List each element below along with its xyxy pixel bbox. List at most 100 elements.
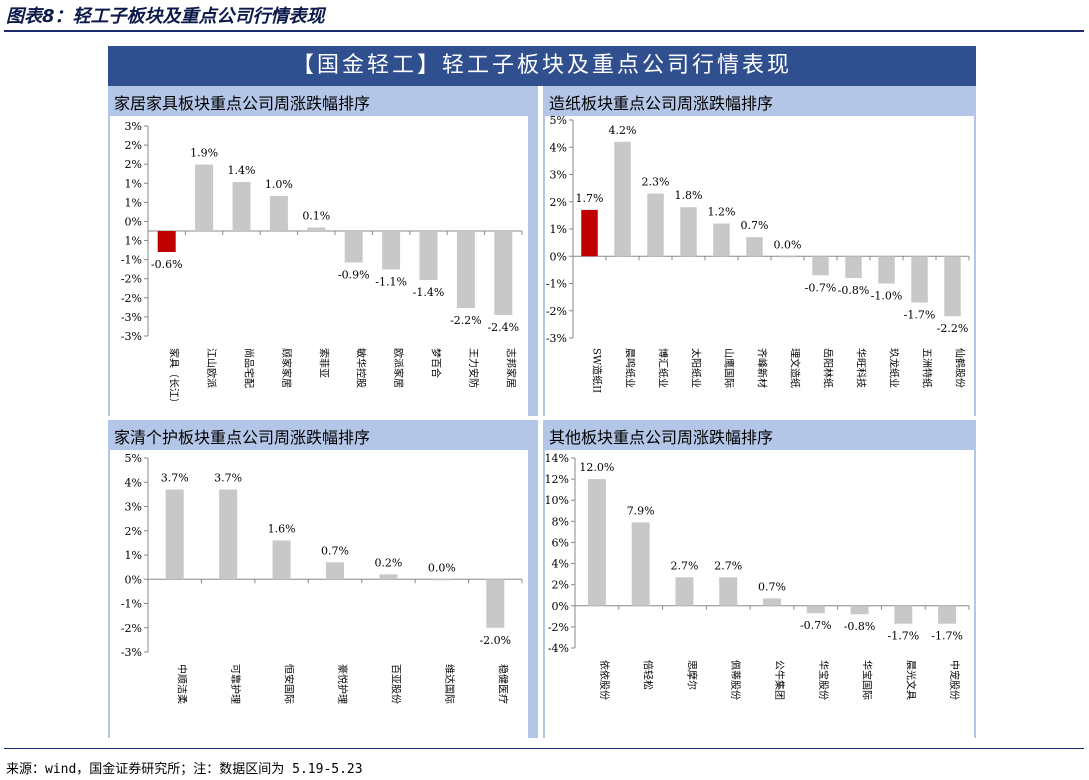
category-label: 家具（长江） [168,348,181,408]
data-label: -2.4% [487,321,519,334]
y-tick-label: 14% [545,452,569,465]
data-label: -0.8% [838,284,870,297]
panel-paper: 造纸板块重点公司周涨跌幅排序 5% 4% 3% 2% 1% 0% -1% -2% -3% 1.7%… [543,86,976,416]
plot-area: 5% 4% 3% 2% 1% 0% -1% -2% -3% 1.7% SW造纸II 4.2% 晨鸣纸业 2… [545,114,974,416]
category-label: 中顺洁柔 [176,664,189,704]
bar [587,479,606,606]
chart-home-furniture: 3% 2% 2% 1% 1% 0% 1% -1% -2% -2% -3% -3% -0.6% 家具（长江）… [121,120,523,408]
category-label: 敏华控股 [355,348,368,388]
y-tick-label: -1% [546,278,567,291]
bar [845,256,862,279]
data-label: 2.7% [714,559,742,572]
category-label: 仙鹤股份 [954,348,967,388]
bar [713,223,730,257]
y-tick-label: -4% [548,642,569,655]
figure-title: 图表8：轻工子板块及重点公司行情表现 [6,6,325,27]
data-label: -2.2% [937,322,969,335]
category-label: 岳阳林纸 [822,348,835,388]
bar [432,579,451,581]
plot-area: 14% 12% 10% 8% 6% 4% 2% 0% -2% -4% 12.0% 依依股份 7.9% 倍轻… [545,450,974,738]
category-label: 尚品宅配 [243,348,256,388]
bar [379,574,398,580]
bar [911,256,928,303]
panel-title: 造纸板块重点公司周涨跌幅排序 [549,94,774,113]
data-label: -1.7% [904,309,936,322]
bar [680,207,697,257]
y-tick-label: 3% [550,169,567,182]
data-label: -1.4% [413,286,445,299]
bar [326,562,344,580]
data-label: 0.7% [758,580,786,593]
data-label: -2.2% [450,314,482,327]
bottom-rule [4,748,1084,749]
top-rule [4,30,1084,32]
category-label: 索菲亚 [317,348,330,378]
bar [269,196,288,231]
category-label: 倍轻松 [642,660,655,690]
data-label: 7.9% [627,504,655,517]
data-label: 0.7% [321,544,349,557]
category-label: 理文造纸 [789,348,802,388]
y-tick-label: -2% [121,273,142,286]
y-tick-label: 0% [550,250,567,263]
data-label: 0.0% [774,238,802,251]
bar [779,256,796,258]
y-tick-label: -2% [121,622,142,635]
chart-paper: 5% 4% 3% 2% 1% 0% -1% -2% -3% 1.7% SW造纸II 4.2% 晨鸣纸业 2… [546,114,970,393]
y-tick-label: 0% [125,573,142,586]
data-label: 1.9% [190,147,218,160]
category-label: 欧派家居 [392,348,405,388]
y-tick-label: 1% [550,223,567,236]
category-label: 山鹰国际 [723,348,736,388]
panel-household-care: 家清个护板块重点公司周涨跌幅排序 5% 4% 3% 2% 1% 0% -1% -2% -3% 3.… [108,420,538,738]
data-label: -0.6% [151,258,183,271]
category-label: 博汇纸业 [657,348,670,388]
y-tick-label: 4% [552,558,569,571]
data-label: 2.3% [642,176,670,189]
y-tick-label: 2% [552,579,569,592]
bar [344,231,363,263]
y-tick-label: 0% [552,600,569,613]
y-tick-label: -2% [548,621,569,634]
category-label: 太阳纸业 [690,348,703,388]
category-label: 豪悦护理 [336,664,349,704]
bar [675,577,694,606]
y-tick-label: -2% [121,292,142,305]
panel-title: 家清个护板块重点公司周涨跌幅排序 [114,428,371,447]
source-note: 来源：wind，国金证券研究所；注：数据区间为 5.19-5.23 [6,762,363,777]
category-label: 维达国际 [443,664,456,704]
category-label: 思摩尔 [685,660,698,690]
data-label: 3.7% [161,472,189,485]
data-label: 4.2% [609,124,637,137]
bar [894,605,913,624]
y-tick-label: 8% [552,515,569,528]
bar [419,231,438,280]
data-label: -0.7% [800,619,832,632]
y-tick-label: -3% [546,332,567,345]
y-tick-label: 1% [125,177,142,190]
y-tick-label: 2% [550,196,567,209]
category-label: 王力安防 [467,348,480,388]
data-label: -1.0% [871,290,903,303]
bar [195,164,214,231]
category-label: 中宠股份 [948,660,961,700]
y-tick-label: 5% [550,116,567,127]
category-label: 华旺科技 [855,348,868,388]
y-tick-label: 3% [125,120,142,133]
data-label: 0.0% [428,561,456,574]
data-label: 1.0% [265,178,293,191]
data-label: -1.7% [931,630,963,643]
plot-area: 3% 2% 2% 1% 1% 0% 1% -1% -2% -2% -3% -3% -0.6% 家具（长江）… [110,116,528,416]
data-label: -2.0% [479,634,511,647]
y-tick-label: 6% [552,536,569,549]
bar [806,605,825,614]
bar [486,579,505,628]
y-tick-label: 10% [545,494,569,507]
y-tick-label: 2% [125,139,142,152]
y-tick-label: -1% [121,254,142,267]
bar [719,577,738,606]
y-tick-label: 4% [550,141,567,154]
category-label: 华宝国际 [861,660,874,700]
panel-title: 其他板块重点公司周涨跌幅排序 [549,428,774,447]
bar [382,231,401,270]
